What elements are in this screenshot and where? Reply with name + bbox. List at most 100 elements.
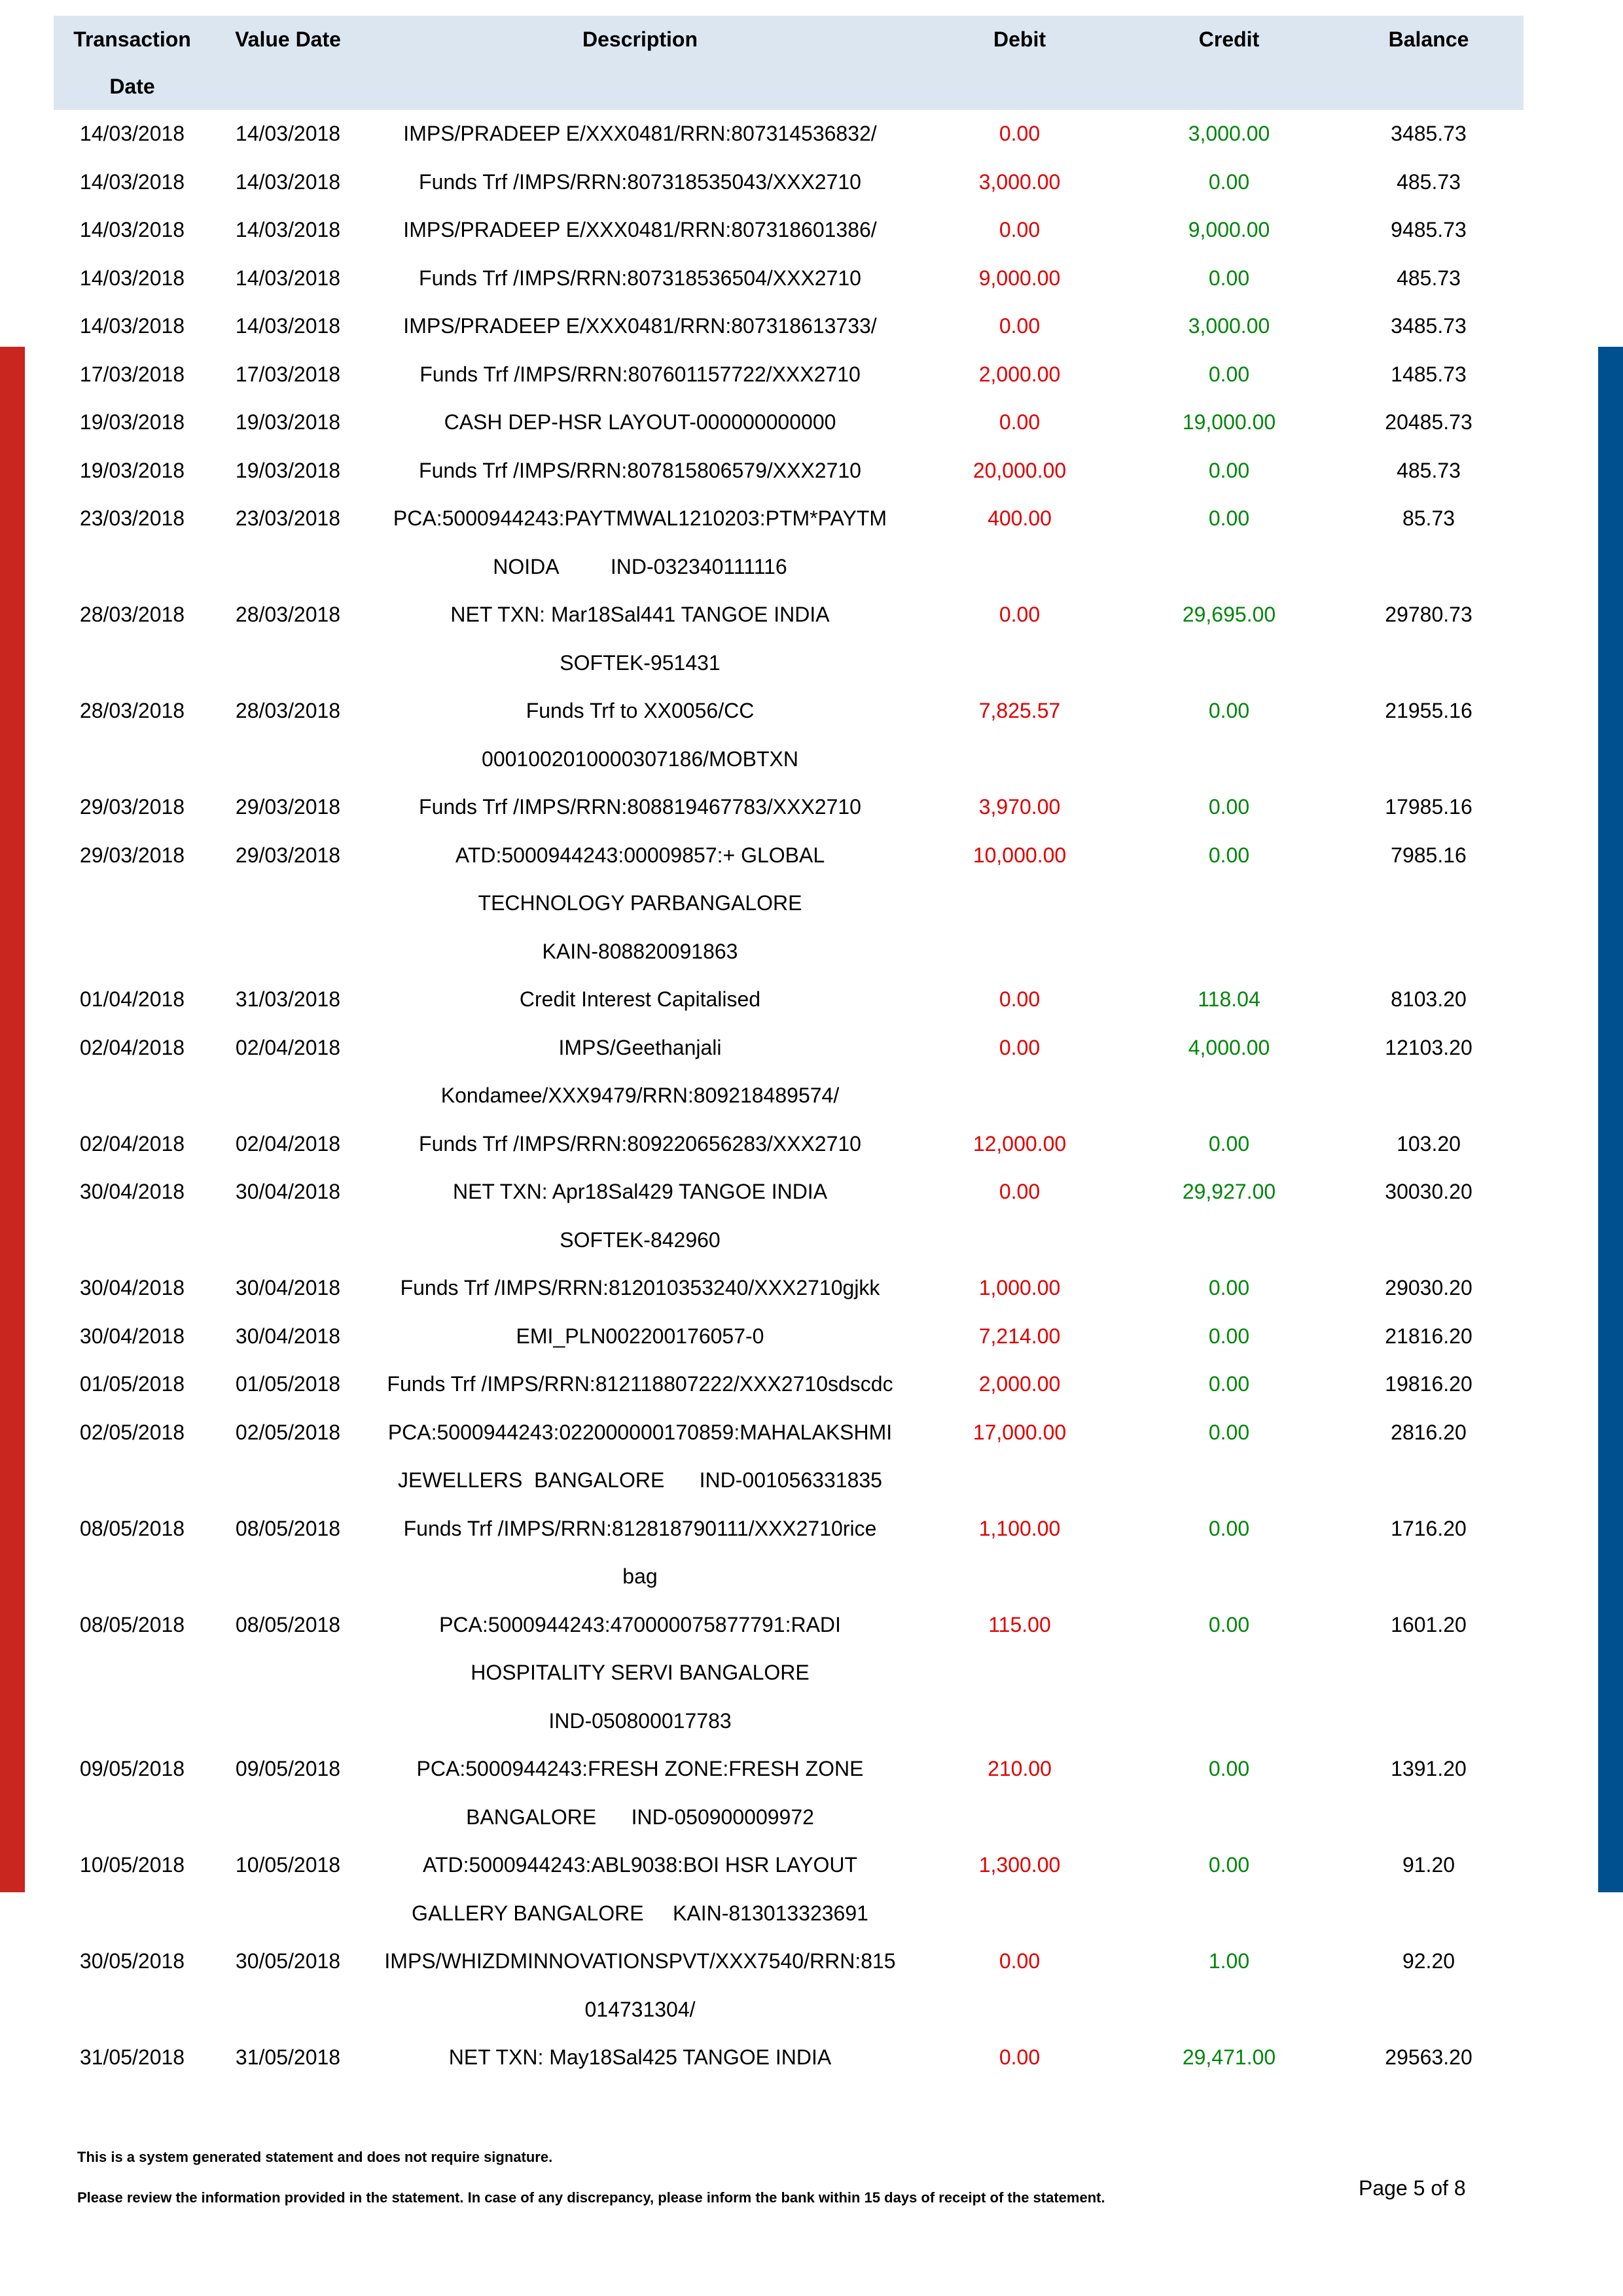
cell-balance: 91.20 xyxy=(1402,1853,1455,1877)
table-row: 17/03/2018 17/03/2018 Funds Trf /IMPS/RRN:… xyxy=(54,351,1524,399)
cell-value-date: 10/05/2018 xyxy=(235,1853,341,1877)
table-row: 19/03/2018 19/03/2018 Funds Trf /IMPS/RRN:… xyxy=(54,447,1524,495)
statement-table: Transaction Date Value Date Description … xyxy=(54,16,1524,2082)
page-number: Page 5 of 8 xyxy=(1359,2176,1466,2200)
cell-debit: 0.00 xyxy=(999,1035,1041,1059)
table-row: 30/04/2018 30/04/2018 Funds Trf /IMPS/RRN:… xyxy=(54,1264,1524,1313)
cell-debit: 0.00 xyxy=(999,1180,1041,1203)
cell-transaction-date: 30/04/2018 xyxy=(79,1324,185,1348)
cell-value-date: 02/04/2018 xyxy=(235,1131,341,1156)
cell-credit: 29,471.00 xyxy=(1182,2045,1276,2069)
cell-transaction-date: 08/05/2018 xyxy=(79,1516,185,1540)
cell-transaction-date: 28/03/2018 xyxy=(79,603,185,626)
table-row: 31/05/2018 31/05/2018 NET TXN: May18Sal425… xyxy=(54,2034,1524,2082)
cell-debit: 0.00 xyxy=(999,1949,1041,1973)
cell-description: PCA:5000944243:022000000170859:MAHALAKSH… xyxy=(387,1420,893,1492)
cell-credit: 0.00 xyxy=(1208,458,1250,482)
cell-credit: 0.00 xyxy=(1208,169,1250,194)
cell-credit: 0.00 xyxy=(1208,795,1250,819)
table-row: 30/05/2018 30/05/2018 IMPS/WHIZDMINNOVATIO… xyxy=(54,1937,1524,2034)
cell-value-date: 29/03/2018 xyxy=(235,843,341,867)
cell-transaction-date: 02/04/2018 xyxy=(79,1131,185,1156)
cell-transaction-date: 14/03/2018 xyxy=(79,266,185,290)
cell-description: ATD:5000944243:ABL9038:BOI HSR LAYOUT GA… xyxy=(412,1853,868,1925)
cell-credit: 0.00 xyxy=(1208,699,1250,722)
cell-balance: 7985.16 xyxy=(1391,843,1467,867)
cell-value-date: 14/03/2018 xyxy=(235,266,341,290)
header-credit: Credit xyxy=(1124,16,1334,110)
cell-credit: 0.00 xyxy=(1208,1516,1250,1540)
cell-debit: 2,000.00 xyxy=(978,1372,1061,1396)
cell-value-date: 14/03/2018 xyxy=(235,122,341,145)
cell-balance: 485.73 xyxy=(1397,169,1461,194)
cell-description: PCA:5000944243:PAYTMWAL1210203:PTM*PAYTM… xyxy=(393,506,887,578)
cell-value-date: 31/05/2018 xyxy=(235,2045,341,2069)
table-row: 23/03/2018 23/03/2018 PCA:5000944243:PAYTM… xyxy=(54,495,1524,591)
cell-value-date: 28/03/2018 xyxy=(235,699,341,722)
table-row: 14/03/2018 14/03/2018 IMPS/PRADEEP E/XXX04… xyxy=(54,302,1524,351)
cell-balance: 2816.20 xyxy=(1391,1420,1467,1444)
cell-credit: 118.04 xyxy=(1198,987,1260,1011)
table-row: 10/05/2018 10/05/2018 ATD:5000944243:ABL90… xyxy=(54,1841,1524,1937)
cell-value-date: 30/04/2018 xyxy=(235,1324,341,1348)
cell-description: CASH DEP-HSR LAYOUT-000000000000 xyxy=(444,410,836,434)
cell-debit: 3,000.00 xyxy=(978,169,1061,194)
table-row: 29/03/2018 29/03/2018 ATD:5000944243:00009… xyxy=(54,832,1524,976)
right-accent-bar xyxy=(1598,347,1623,1892)
cell-debit: 1,000.00 xyxy=(978,1276,1061,1299)
cell-value-date: 30/04/2018 xyxy=(235,1276,341,1299)
cell-value-date: 19/03/2018 xyxy=(235,410,341,434)
cell-value-date: 08/05/2018 xyxy=(235,1516,341,1540)
cell-credit: 0.00 xyxy=(1208,506,1250,530)
cell-value-date: 29/03/2018 xyxy=(235,795,341,819)
table-row: 14/03/2018 14/03/2018 Funds Trf /IMPS/RRN:… xyxy=(54,158,1524,207)
cell-value-date: 14/03/2018 xyxy=(235,314,341,338)
cell-balance: 21955.16 xyxy=(1385,699,1472,722)
cell-credit: 29,927.00 xyxy=(1182,1180,1276,1203)
cell-value-date: 31/03/2018 xyxy=(235,987,341,1011)
cell-description: Funds Trf /IMPS/RRN:807318535043/XXX2710 xyxy=(419,169,861,194)
cell-balance: 1601.20 xyxy=(1391,1612,1467,1636)
cell-debit: 10,000.00 xyxy=(972,843,1067,867)
cell-credit: 0.00 xyxy=(1208,1372,1250,1396)
cell-debit: 17,000.00 xyxy=(972,1420,1067,1444)
table-row: 14/03/2018 14/03/2018 IMPS/PRADEEP E/XXX04… xyxy=(54,110,1524,158)
cell-debit: 0.00 xyxy=(999,410,1041,434)
footer-discrepancy-note: Please review the information provided i… xyxy=(77,2189,1105,2206)
table-row: 09/05/2018 09/05/2018 PCA:5000944243:FRESH… xyxy=(54,1745,1524,1841)
cell-transaction-date: 19/03/2018 xyxy=(79,410,185,434)
cell-balance: 29030.20 xyxy=(1385,1276,1472,1299)
cell-value-date: 08/05/2018 xyxy=(235,1612,341,1636)
cell-balance: 103.20 xyxy=(1397,1131,1461,1156)
cell-balance: 8103.20 xyxy=(1391,987,1467,1011)
cell-transaction-date: 01/05/2018 xyxy=(79,1372,185,1396)
cell-description: Funds Trf to XX0056/CC 00010020100003071… xyxy=(482,699,798,771)
cell-description: Funds Trf /IMPS/RRN:809220656283/XXX2710 xyxy=(419,1131,861,1156)
cell-description: IMPS/Geethanjali Kondamee/XXX9479/RRN:80… xyxy=(440,1035,840,1108)
header-debit: Debit xyxy=(915,16,1124,110)
cell-debit: 9,000.00 xyxy=(978,266,1061,290)
cell-value-date: 02/04/2018 xyxy=(235,1035,341,1059)
cell-description: Funds Trf /IMPS/RRN:807318536504/XXX2710 xyxy=(419,266,861,290)
cell-balance: 485.73 xyxy=(1397,266,1461,290)
header-row: Transaction Date Value Date Description … xyxy=(54,16,1524,110)
cell-value-date: 28/03/2018 xyxy=(235,603,341,626)
cell-credit: 0.00 xyxy=(1208,1612,1250,1636)
cell-description: PCA:5000944243:470000075877791:RADI HOSP… xyxy=(439,1612,841,1733)
cell-description: Credit Interest Capitalised xyxy=(519,987,761,1011)
cell-credit: 9,000.00 xyxy=(1188,218,1270,241)
statement-table-body: 14/03/2018 14/03/2018 IMPS/PRADEEP E/XXX04… xyxy=(54,110,1524,2082)
statement-table-header: Transaction Date Value Date Description … xyxy=(54,16,1524,110)
cell-transaction-date: 08/05/2018 xyxy=(79,1612,185,1636)
cell-balance: 1485.73 xyxy=(1391,362,1467,386)
cell-description: Funds Trf /IMPS/RRN:812010353240/XXX2710… xyxy=(400,1276,880,1299)
cell-debit: 115.00 xyxy=(988,1612,1051,1636)
cell-credit: 0.00 xyxy=(1208,1420,1250,1444)
cell-credit: 4,000.00 xyxy=(1188,1035,1270,1059)
cell-balance: 3485.73 xyxy=(1391,122,1467,145)
cell-balance: 20485.73 xyxy=(1385,410,1472,434)
table-row: 02/04/2018 02/04/2018 IMPS/Geethanjali Kon… xyxy=(54,1024,1524,1120)
cell-transaction-date: 14/03/2018 xyxy=(79,122,185,145)
cell-transaction-date: 29/03/2018 xyxy=(79,843,185,867)
cell-credit: 0.00 xyxy=(1208,1276,1250,1299)
